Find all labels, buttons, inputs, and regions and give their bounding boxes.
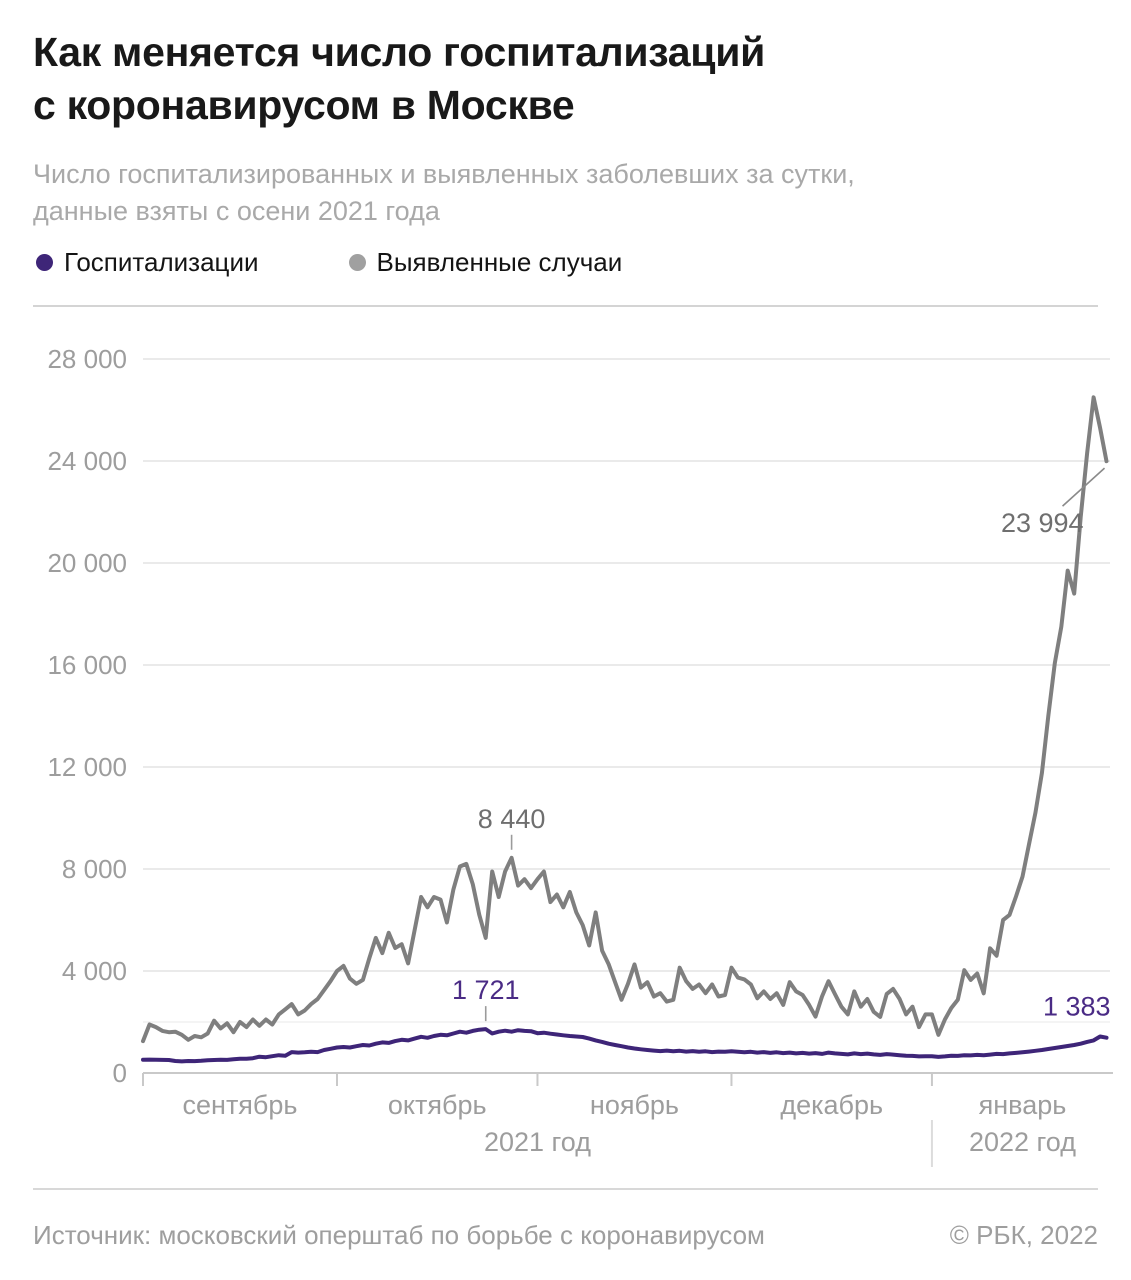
annotation-cases-8440: 8 440	[478, 804, 546, 834]
chart-legend: Госпитализации Выявленные случаи	[36, 247, 622, 278]
y-axis-label-8000: 8 000	[62, 854, 127, 884]
copyright-note: © РБК, 2022	[949, 1219, 1098, 1250]
x-axis-label-декабрь: декабрь	[780, 1090, 883, 1120]
y-axis-label-20000: 20 000	[47, 548, 127, 578]
year-label-2021 год: 2021 год	[484, 1127, 591, 1157]
annotation-callout-line-23994	[1061, 467, 1106, 507]
y-axis-label-16000: 16 000	[47, 650, 127, 680]
chart-subtitle-line1: Число госпитализированных и выявленных з…	[33, 159, 855, 189]
annotation-cases-23994: 23 994	[1001, 508, 1084, 538]
x-axis-label-ноябрь: ноябрь	[590, 1090, 679, 1120]
year-label-2022 год: 2022 год	[969, 1127, 1076, 1157]
cases-line	[141, 395, 1109, 1044]
y-axis-label-24000: 24 000	[47, 446, 127, 476]
chart-subtitle-line2: данные взяты с осени 2021 года	[33, 196, 440, 226]
annotation-hospitalizations-1721: 1 721	[452, 975, 520, 1005]
page-title-line1: Как меняется число госпитализаций	[33, 29, 766, 75]
y-axis-label-28000: 28 000	[47, 344, 127, 374]
y-axis-label-12000: 12 000	[47, 752, 127, 782]
y-axis-label-4000: 4 000	[62, 956, 127, 986]
legend-item-hospitalizations[interactable]: Госпитализации	[36, 247, 259, 278]
cases-dot-icon	[348, 254, 366, 271]
chart-subtitle: Число госпитализированных и выявленных з…	[33, 156, 855, 230]
page-title-line2: с коронавирусом в Москве	[33, 82, 575, 128]
legend-item-cases[interactable]: Выявленные случаи	[348, 247, 623, 278]
legend-label-hospitalizations: Госпитализации	[64, 247, 259, 277]
page-title: Как меняется число госпитализаций с коро…	[33, 26, 765, 132]
source-note: Источник: московский оперштаб по борьбе …	[33, 1219, 765, 1250]
x-axis-label-сентябрь: сентябрь	[183, 1090, 298, 1120]
x-axis-label-октябрь: октябрь	[388, 1090, 487, 1120]
chart-footer: Источник: московский оперштаб по борьбе …	[33, 1188, 1098, 1280]
annotation-hospitalizations-1383: 1 383	[1043, 992, 1111, 1022]
hospitalizations-dot-icon	[36, 254, 53, 271]
hospitalizations-line	[141, 1027, 1109, 1064]
x-axis-label-январь: январь	[979, 1090, 1067, 1120]
legend-label-cases: Выявленные случаи	[376, 247, 623, 277]
line-chart[interactable]: 0 4 000 8 000 12 000 16 000 20 000 24 000 28 00…	[0, 290, 1131, 1180]
y-axis-label-0: 0	[113, 1058, 127, 1088]
